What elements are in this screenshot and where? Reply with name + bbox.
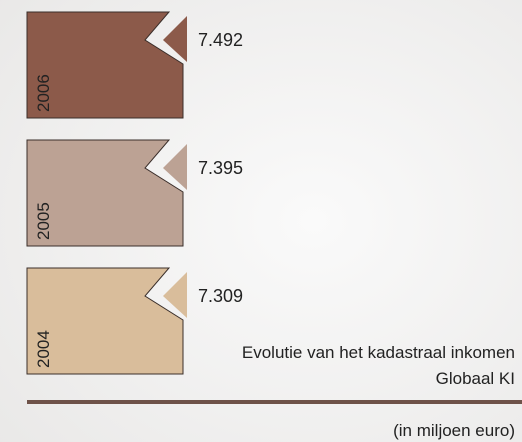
caption-line: Evolutie van het kadastraal inkomen [242, 343, 515, 362]
year-label: 2006 [34, 74, 53, 112]
year-box [26, 267, 184, 375]
caption-line: Globaal KI [436, 369, 515, 388]
value-label: 7.492 [198, 30, 243, 50]
value-pointer [163, 272, 187, 318]
year-label: 2004 [34, 330, 53, 368]
divider [27, 400, 522, 404]
year-box [26, 139, 184, 247]
value-pointer [163, 16, 187, 62]
value-label: 7.395 [198, 158, 243, 178]
value-pointer [163, 144, 187, 190]
items: 7.492 2006 7.395 2005 7.309 2004 [26, 11, 243, 375]
year-box [26, 11, 184, 119]
year-label: 2005 [34, 202, 53, 240]
value-label: 7.309 [198, 286, 243, 306]
unit-note: (in miljoen euro) [393, 421, 515, 440]
